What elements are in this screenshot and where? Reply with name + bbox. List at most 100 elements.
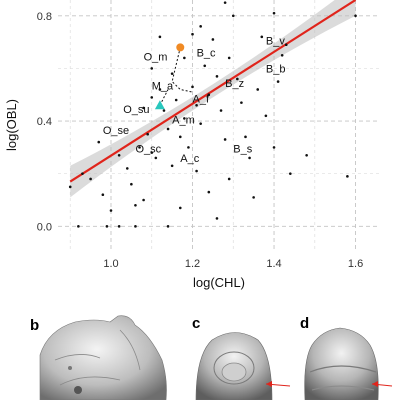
- data-point-39: [207, 93, 211, 97]
- panel-d-arrowhead: [372, 381, 378, 387]
- data-point-22: [162, 109, 166, 112]
- panel-b-foramen: [74, 386, 82, 394]
- panel-c-orbit-inner: [221, 362, 247, 382]
- y-tick-label-1: 0.4: [37, 116, 52, 128]
- scatter-plot: O_m B_c B_v M_a B_b B_z O_su A_f A_m O_se O_sc B_s A…: [4, 0, 380, 290]
- data-point-36: [195, 169, 198, 173]
- point-label-1: B_c: [197, 48, 216, 60]
- data-point-26: [170, 164, 174, 168]
- data-point-48: [231, 14, 235, 18]
- x-tick-label-2: 1.4: [266, 258, 281, 270]
- confidence-band: [70, 0, 356, 198]
- data-point-44: [219, 109, 223, 112]
- data-point-45: [223, 138, 227, 141]
- data-point-35: [195, 103, 198, 107]
- x-tick-labels: 1.0 1.2 1.4 1.6: [103, 258, 363, 270]
- panel-b-label: b: [30, 317, 39, 334]
- panel-d: d: [300, 315, 393, 400]
- data-point-67: [199, 25, 202, 28]
- data-point-68: [223, 1, 227, 4]
- data-point-60: [284, 43, 288, 47]
- panel-b: b: [30, 315, 167, 400]
- data-point-54: [256, 88, 260, 91]
- panel-b-skull-image: [39, 315, 167, 400]
- data-point-28: [178, 135, 182, 139]
- highlight-points: [154, 43, 185, 110]
- data-point-32: [187, 146, 190, 149]
- plot-background: [58, 0, 380, 250]
- data-point-1: [77, 225, 80, 228]
- data-point-66: [134, 225, 137, 228]
- data-point-7: [109, 209, 113, 212]
- panel-c-label: c: [192, 315, 200, 332]
- data-point-8: [117, 153, 121, 157]
- data-point-50: [240, 101, 243, 104]
- connector-path-1: [171, 47, 193, 93]
- data-points: [68, 1, 357, 228]
- x-axis-title: log(CHL): [193, 275, 245, 290]
- data-point-21: [158, 88, 162, 91]
- data-point-19: [154, 156, 158, 160]
- point-label-11: B_s: [233, 144, 252, 156]
- point-label-3: M_a: [152, 80, 174, 92]
- panel-c-arrowhead: [266, 381, 272, 387]
- data-point-62: [305, 153, 308, 157]
- panel-c-orbit: [213, 351, 255, 385]
- data-point-4: [97, 140, 101, 144]
- data-point-43: [215, 217, 219, 220]
- data-point-69: [272, 11, 276, 15]
- point-label-8: A_m: [172, 115, 195, 127]
- data-point-49: [236, 77, 239, 81]
- highlight-point-0: [176, 43, 185, 52]
- data-point-23: [166, 127, 170, 131]
- confidence-band-area: [70, 0, 356, 198]
- data-point-0: [68, 185, 72, 189]
- data-point-5: [101, 193, 105, 197]
- data-point-30: [183, 56, 186, 60]
- y-axis-title: log(OBL): [4, 99, 19, 151]
- data-point-31: [183, 117, 186, 120]
- point-label-0: O_m: [144, 52, 168, 64]
- connector-path-2: [159, 89, 169, 106]
- data-point-29: [178, 206, 182, 210]
- point-label-12: A_c: [180, 153, 199, 165]
- point-label-6: O_su: [123, 104, 149, 116]
- data-point-12: [138, 146, 141, 149]
- data-point-3: [89, 177, 92, 181]
- data-point-52: [248, 156, 251, 160]
- data-point-42: [215, 75, 219, 78]
- data-point-37: [199, 122, 202, 125]
- highlight-point-1: [154, 100, 165, 110]
- data-point-57: [272, 146, 276, 149]
- x-tick-label-1: 1.2: [185, 258, 200, 270]
- connector-lines: [159, 47, 193, 106]
- data-point-14: [142, 198, 145, 202]
- data-point-34: [191, 85, 194, 89]
- data-point-65: [117, 225, 121, 228]
- data-point-64: [354, 14, 357, 18]
- data-point-6: [105, 225, 109, 228]
- data-point-24: [166, 225, 170, 228]
- regression-line-path: [69, 0, 357, 183]
- data-point-33: [191, 32, 194, 36]
- data-point-11: [134, 203, 137, 207]
- data-point-38: [203, 64, 207, 68]
- point-label-5: B_z: [225, 78, 244, 90]
- point-label-2: B_v: [266, 36, 285, 48]
- data-point-10: [130, 182, 133, 186]
- point-annotations: O_m B_c B_v M_a B_b B_z O_su A_f A_m O_se O_sc B_s A…: [103, 36, 286, 165]
- data-point-58: [276, 80, 280, 83]
- data-point-2: [81, 172, 84, 175]
- data-point-13: [142, 106, 145, 110]
- panel-b-surface-detail: [54, 329, 141, 386]
- data-point-27: [174, 98, 178, 102]
- panel-c: c: [192, 315, 291, 400]
- data-point-63: [346, 175, 349, 178]
- panel-d-lower-ridge: [311, 385, 375, 391]
- point-label-10: O_sc: [135, 144, 161, 156]
- data-point-61: [289, 172, 292, 175]
- data-point-53: [252, 196, 255, 199]
- data-point-25: [170, 72, 174, 75]
- y-tick-label-0: 0.0: [37, 221, 52, 233]
- data-point-51: [244, 135, 247, 139]
